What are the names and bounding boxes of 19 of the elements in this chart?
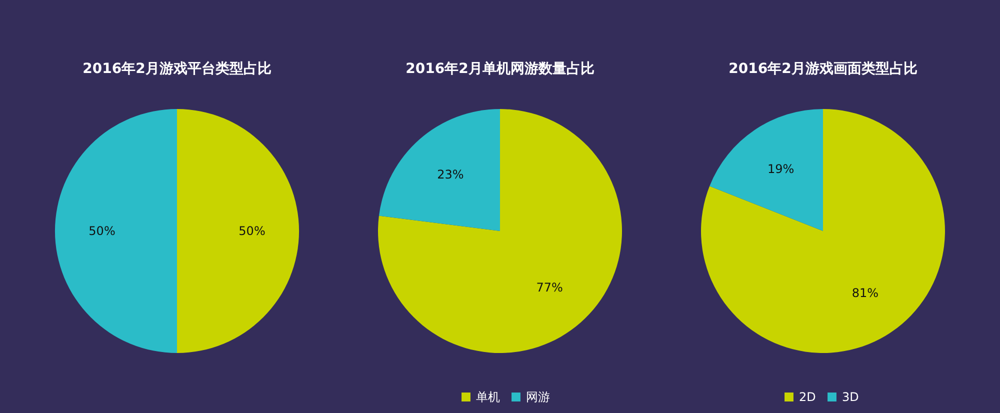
data-label: 50%: [88, 224, 116, 238]
data-label: 50%: [238, 224, 266, 238]
legend-label: 单机: [476, 390, 500, 404]
data-label: 23%: [437, 168, 464, 182]
pie-slice: [378, 109, 622, 353]
chart-title: 2016年2月游戏平台类型占比: [82, 61, 272, 77]
pie-slice: [55, 109, 177, 353]
chart-title: 2016年2月游戏画面类型占比: [728, 61, 918, 77]
legend-label: 2D: [799, 390, 816, 404]
data-label: 81%: [852, 286, 878, 300]
pie-slice: [177, 109, 299, 353]
pie-slice: [378, 109, 500, 231]
data-label: 19%: [768, 162, 794, 176]
pie-slice: [701, 109, 945, 353]
legend-label: 网游: [526, 390, 550, 404]
data-label: 77%: [536, 280, 563, 294]
chart-title: 2016年2月单机网游数量占比: [406, 61, 594, 77]
pie-slice: [710, 109, 823, 231]
legend-label: 3D: [842, 390, 859, 404]
